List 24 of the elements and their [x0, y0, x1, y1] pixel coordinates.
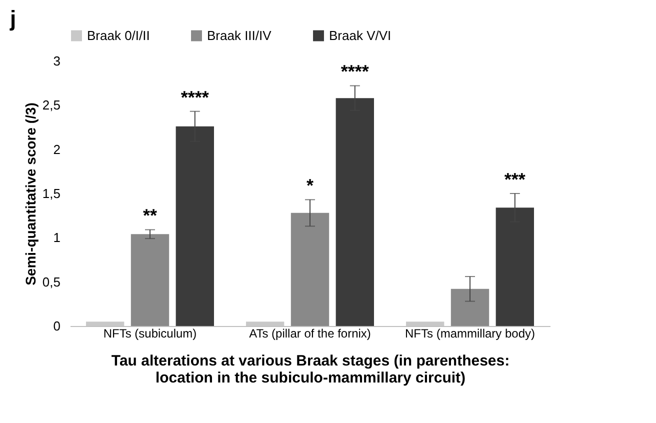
text: j: [9, 6, 16, 31]
data-label: ****: [180, 87, 209, 108]
y-tick-label: 2: [53, 142, 60, 157]
y-tick-label: 1,5: [42, 186, 60, 201]
y-tick-label: 3: [53, 54, 60, 68]
y-tick-label: 2,5: [42, 98, 60, 113]
x-tick-label: NFTs (mammillary body): [404, 326, 536, 340]
x-tick-label: ATs (pillar of the fornix): [249, 326, 371, 340]
y-tick-label: 1: [53, 230, 60, 246]
bar: [130, 234, 170, 326]
y-tick-label: 0,5: [42, 274, 60, 290]
data-label: ***: [504, 170, 526, 190]
x-tick-label: NFTs (subiculum): [103, 326, 197, 340]
legend-label: Braak 0/I/II: [87, 28, 150, 43]
y-tick-label: 0: [53, 318, 60, 334]
x-axis-title: Tau alterations at various Braak stages (in parentheses: location in the subiculo-mammillary circuit): [111, 352, 510, 386]
bar: [290, 212, 330, 326]
bar: [450, 288, 490, 326]
data-label: **: [142, 206, 158, 226]
legend-label: Braak V/VI: [329, 28, 392, 43]
data-label: ****: [340, 62, 369, 82]
data-label: *: [306, 176, 314, 196]
y-axis-title: Semi-quantitative score (/3): [22, 102, 38, 286]
legend-label: Braak III/IV: [207, 28, 272, 43]
